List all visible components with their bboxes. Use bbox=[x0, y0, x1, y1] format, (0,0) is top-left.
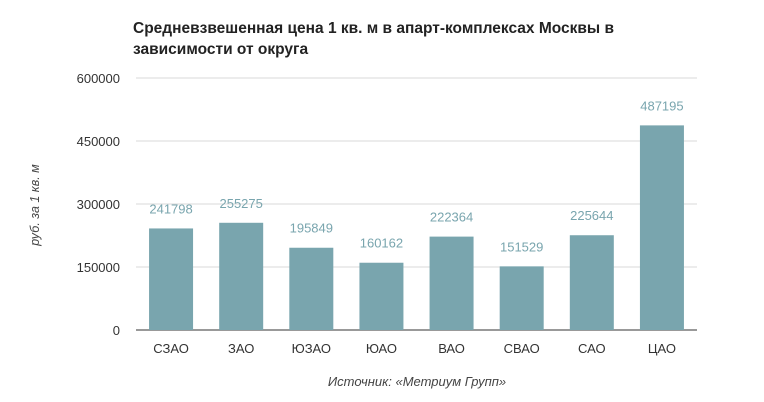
bar bbox=[499, 266, 544, 330]
bar bbox=[289, 247, 334, 330]
source-note: Источник: «Метриум Групп» bbox=[328, 374, 506, 389]
y-tick-label: 150000 bbox=[77, 260, 120, 275]
x-tick-label: САО bbox=[578, 341, 606, 356]
data-label: 151529 bbox=[500, 239, 543, 254]
data-label: 195849 bbox=[290, 221, 333, 236]
y-axis-ticks: 0 150000 300000 450000 600000 bbox=[77, 71, 120, 338]
bar bbox=[219, 222, 264, 330]
bar bbox=[569, 235, 614, 330]
bar bbox=[149, 228, 194, 330]
x-tick-label: ЮАО bbox=[366, 341, 397, 356]
data-label: 225644 bbox=[570, 208, 613, 223]
y-tick-label: 600000 bbox=[77, 71, 120, 86]
data-labels: 241798 255275 195849 160162 222364 151529 2256… bbox=[149, 98, 683, 254]
x-tick-label: ЗАО bbox=[228, 341, 254, 356]
x-tick-label: ЮЗАО bbox=[292, 341, 331, 356]
data-label: 241798 bbox=[149, 201, 192, 216]
x-tick-label: СВАО bbox=[504, 341, 540, 356]
bar bbox=[359, 262, 404, 330]
data-label: 487195 bbox=[640, 98, 683, 113]
bar bbox=[639, 125, 684, 330]
bars bbox=[149, 125, 684, 330]
y-tick-label: 0 bbox=[113, 323, 120, 338]
chart-title: Средневзвешенная цена 1 кв. м в апарт-ко… bbox=[133, 20, 614, 58]
x-tick-label: СЗАО bbox=[153, 341, 189, 356]
x-tick-label: ВАО bbox=[438, 341, 465, 356]
y-tick-label: 450000 bbox=[77, 134, 120, 149]
bar bbox=[429, 236, 474, 330]
x-axis-ticks: СЗАО ЗАО ЮЗАО ЮАО ВАО СВАО САО ЦАО bbox=[153, 341, 676, 356]
y-tick-label: 300000 bbox=[77, 197, 120, 212]
data-label: 255275 bbox=[219, 196, 262, 211]
data-label: 160162 bbox=[360, 236, 403, 251]
y-axis-label: руб. за 1 кв. м bbox=[28, 164, 42, 247]
data-label: 222364 bbox=[430, 210, 473, 225]
x-tick-label: ЦАО bbox=[648, 341, 676, 356]
